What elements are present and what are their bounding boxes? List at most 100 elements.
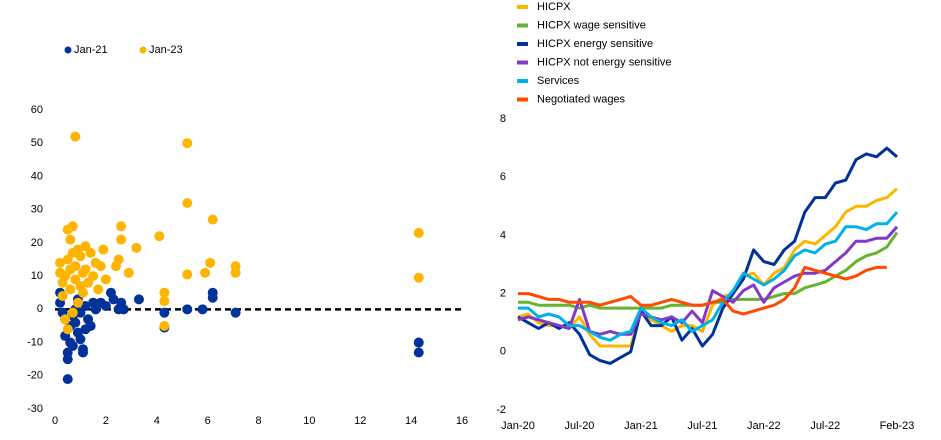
scatter-point — [123, 267, 134, 278]
scatter-point — [80, 264, 91, 275]
legend-label: HICPX — [537, 1, 571, 13]
scatter-point — [207, 292, 218, 303]
x-tick-label: 10 — [303, 415, 315, 427]
x-tick-label: Jan-20 — [501, 420, 535, 432]
scatter-point — [230, 267, 241, 278]
scatter-point — [67, 221, 78, 232]
scatter-point — [75, 334, 86, 345]
y-tick-label: 50 — [31, 137, 43, 149]
x-tick-label: 16 — [456, 415, 468, 427]
scatter-point — [182, 198, 193, 209]
x-tick-label: Jul-20 — [564, 420, 594, 432]
scatter-point — [182, 269, 193, 280]
scatter-point — [85, 320, 96, 331]
scatter-point — [100, 301, 111, 312]
x-tick-label: 12 — [354, 415, 366, 427]
legend-label: Services — [537, 75, 580, 87]
y-tick-label: -10 — [27, 336, 43, 348]
scatter-point — [55, 257, 66, 268]
scatter-point — [65, 284, 76, 295]
x-tick-label: Feb-23 — [880, 420, 915, 432]
x-tick-label: 14 — [405, 415, 417, 427]
scatter-point — [95, 261, 106, 272]
y-tick-label: -2 — [496, 404, 506, 416]
legend-label: HICPX wage sensitive — [537, 19, 646, 31]
y-tick-label: 0 — [500, 346, 506, 358]
scatter-point — [67, 307, 78, 318]
scatter-point — [100, 274, 111, 285]
scatter-point — [93, 284, 104, 295]
legend-marker — [139, 46, 147, 54]
scatter-point — [72, 297, 83, 308]
scatter-point — [207, 214, 218, 225]
y-tick-label: 8 — [500, 113, 506, 125]
y-tick-label: 0 — [37, 303, 43, 315]
scatter-point — [131, 242, 142, 253]
scatter-point — [159, 320, 170, 331]
series-line — [517, 187, 898, 348]
y-tick-label: 60 — [31, 104, 43, 116]
scatter-point — [200, 267, 211, 278]
scatter-point — [75, 251, 86, 262]
series-line — [517, 225, 899, 336]
scatter-point — [413, 227, 424, 238]
x-tick-label: 2 — [103, 415, 109, 427]
x-tick-label: 6 — [205, 415, 211, 427]
scatter-point — [98, 244, 109, 255]
scatter-point — [182, 304, 193, 315]
scatter-point — [197, 304, 208, 315]
series-line — [518, 265, 887, 316]
scatter-point — [413, 337, 424, 348]
legend-marker — [517, 60, 528, 65]
legend-marker — [64, 46, 72, 54]
scatter-point — [62, 354, 73, 365]
y-tick-label: 40 — [31, 170, 43, 182]
scatter-point — [60, 314, 71, 325]
scatter-point — [230, 307, 241, 318]
scatter-point — [159, 296, 170, 307]
scatter-point — [118, 304, 129, 315]
scatter-point — [413, 272, 424, 283]
legend-marker — [517, 23, 528, 28]
legend-label: Jan-23 — [149, 44, 183, 56]
x-tick-label: Jul-21 — [687, 420, 717, 432]
x-tick-label: 4 — [154, 415, 160, 427]
scatter-point — [70, 261, 81, 272]
series-line — [517, 146, 898, 365]
x-tick-label: Jan-21 — [624, 420, 658, 432]
legend-label: Jan-21 — [74, 44, 108, 56]
scatter-point — [67, 340, 78, 351]
scatter-point — [77, 287, 88, 298]
legend-marker — [517, 5, 528, 9]
series-line — [518, 231, 899, 310]
x-tick-label: Jan-22 — [747, 420, 781, 432]
scatter-point — [116, 221, 127, 232]
y-tick-label: -20 — [27, 370, 43, 382]
legend-label: HICPX not energy sensitive — [537, 56, 672, 68]
scatter-point — [159, 307, 170, 318]
legend-marker — [517, 42, 528, 46]
scatter-point — [62, 324, 73, 335]
scatter-point — [159, 287, 170, 298]
scatter-point — [413, 347, 424, 358]
scatter-point — [70, 317, 81, 328]
scatter-point — [77, 344, 88, 355]
y-tick-label: 6 — [500, 171, 506, 183]
scatter-point — [62, 374, 73, 385]
scatter-point — [80, 301, 91, 312]
legend-marker — [517, 79, 528, 83]
y-tick-label: 20 — [31, 237, 43, 249]
legend-label: HICPX energy sensitive — [537, 38, 653, 50]
legend-label: Negotiated wages — [537, 93, 626, 105]
scatter-point — [70, 131, 81, 142]
y-tick-label: 2 — [500, 288, 506, 300]
legend-marker — [517, 97, 528, 102]
scatter-point — [182, 138, 193, 149]
scatter-point — [57, 291, 68, 302]
scatter-point — [205, 257, 216, 268]
x-tick-label: 8 — [255, 415, 261, 427]
y-tick-label: 10 — [31, 270, 43, 282]
scatter-point — [133, 294, 144, 305]
series-line — [518, 211, 899, 342]
scatter-point — [113, 254, 124, 265]
